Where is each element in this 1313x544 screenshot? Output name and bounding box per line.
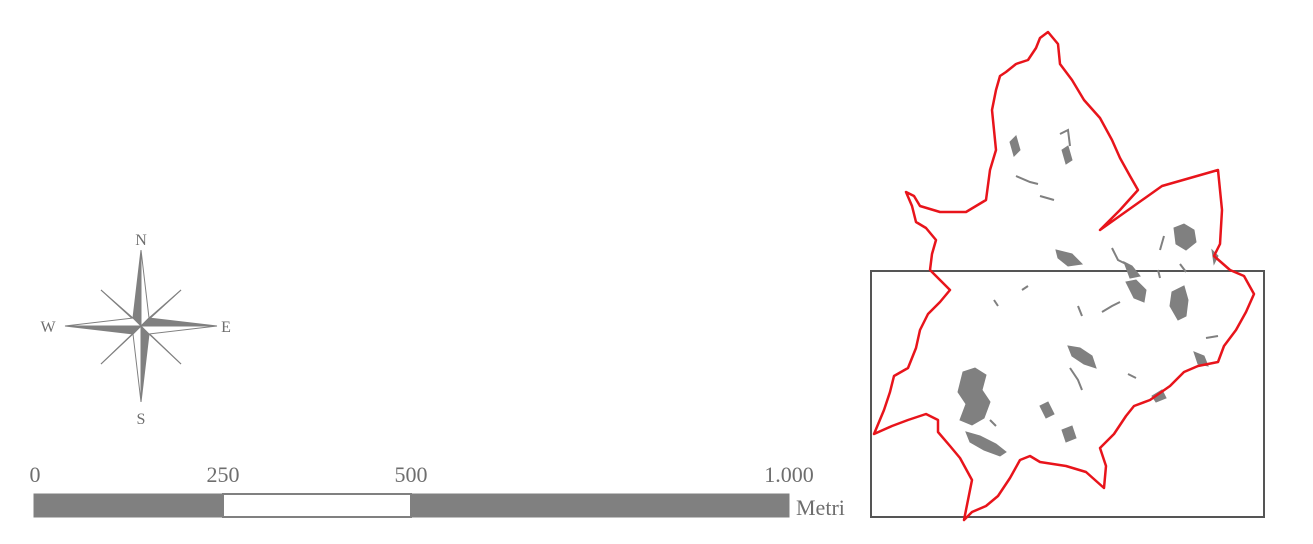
land-patch [965,431,1007,457]
land-patch [1067,345,1097,369]
scale-bar-segment-1 [33,493,224,518]
region-boundary [872,30,1256,522]
land-patch [957,367,991,426]
north-arrow-icon [64,249,218,403]
land-patches [957,135,1219,457]
scale-unit-label: Metri [796,495,845,520]
land-patch [1061,425,1077,443]
scale-bar-segment-3 [410,493,790,518]
land-strip [989,419,997,427]
land-strip [1157,269,1161,279]
land-patch [1009,135,1021,157]
scale-tick-0: 0 [30,462,41,487]
land-strip [1021,285,1029,291]
scale-bar-segment-2 [222,493,412,518]
land-strip [1015,175,1039,185]
compass-label-north: N [135,232,147,249]
scale-bar [33,493,790,518]
land-patch [1123,260,1141,279]
land-strip [993,299,999,307]
land-strips [989,128,1219,427]
extent-frame [870,270,1265,518]
land-strip [1059,128,1071,147]
land-strip [1111,247,1127,265]
land-strip [1179,263,1187,273]
land-patch [1193,351,1209,367]
land-strip [1127,373,1137,379]
land-patch [1151,389,1167,403]
land-patch [1039,401,1055,419]
land-patch [1173,223,1197,251]
land-patch [1061,145,1073,165]
scale-tick-1000: 1.000 [764,462,814,487]
land-strip [1101,301,1121,313]
land-strip [1039,195,1055,201]
land-strip [1159,235,1165,251]
land-patch [1125,279,1147,303]
land-strip [1077,305,1083,317]
compass-label-east: E [221,319,231,336]
scale-tick-500: 500 [395,462,428,487]
scale-tick-250: 250 [207,462,240,487]
land-patch [1169,285,1189,321]
land-strip [1069,367,1083,391]
land-patch [1055,249,1084,267]
compass-label-south: S [137,411,146,428]
land-strip [1205,335,1219,339]
compass-label-west: W [40,319,56,336]
